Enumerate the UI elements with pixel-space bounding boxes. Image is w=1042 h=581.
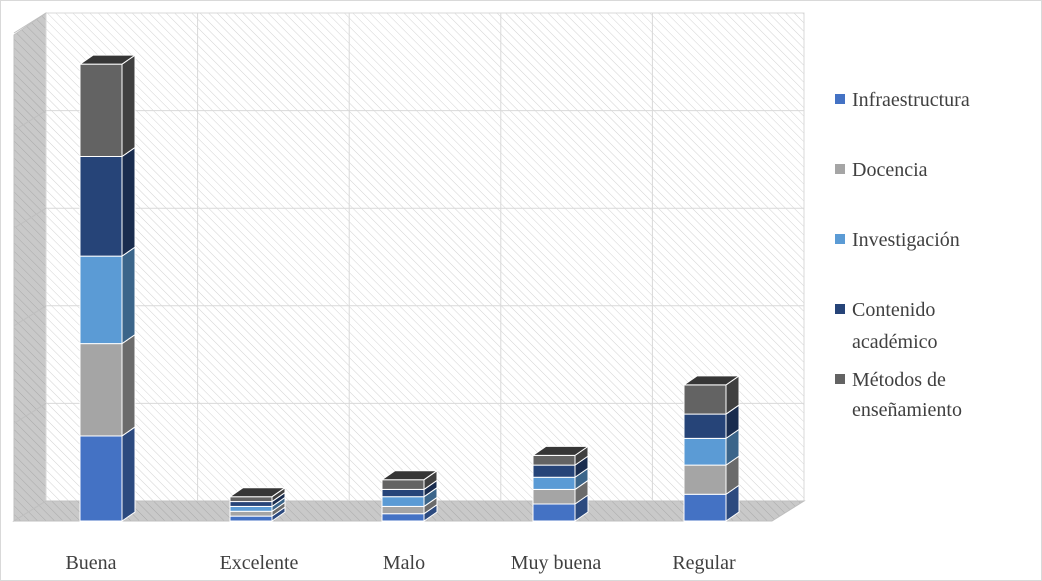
gridline-side xyxy=(13,12,47,34)
legend-swatch-contenido-academico xyxy=(835,304,845,314)
bar-segment-front xyxy=(229,501,273,507)
bar-segment-front xyxy=(79,435,123,522)
bar-segment-side xyxy=(121,425,136,522)
bar-segment-front xyxy=(683,413,727,439)
bar-segment-front xyxy=(229,515,273,522)
x-tick-label: Regular xyxy=(672,552,736,574)
gridline-side xyxy=(13,207,47,229)
gridlines xyxy=(13,12,804,501)
bar-top-cap xyxy=(78,54,137,65)
legend-label-metodos-de-ensenamiento: Métodos de enseñamiento xyxy=(852,369,962,421)
bar-segment-muy-buena-metodos-de-ensenamiento xyxy=(531,445,590,467)
bar-segment-malo-metodos-de-ensenamiento xyxy=(380,469,439,491)
bar-segment-front xyxy=(683,464,727,495)
bar-segment-front xyxy=(79,255,123,345)
legend-label-investigacion: Investigación xyxy=(852,229,960,251)
x-tick-label: Muy buena xyxy=(511,552,602,574)
bar-segment-front xyxy=(381,496,425,507)
legend-swatch-investigacion xyxy=(835,234,845,244)
bar-segment-front xyxy=(683,493,727,522)
legend-label-docencia: Docencia xyxy=(852,159,928,181)
gridline-side xyxy=(13,402,47,424)
bar-segment-muy-buena-docencia xyxy=(532,479,589,505)
bar-segment-front xyxy=(79,63,123,157)
bar-segment-buena-infraestructura xyxy=(79,425,136,522)
bar-segment-front xyxy=(683,384,727,415)
bar-segment-front xyxy=(532,488,576,505)
bar-segment-side xyxy=(121,246,136,345)
bar-segment-front xyxy=(229,510,273,517)
gridline-side xyxy=(13,305,47,327)
bar-segment-front xyxy=(532,454,576,466)
x-tick-label: Excelente xyxy=(220,552,299,574)
x-tick-label: Malo xyxy=(383,552,425,574)
legend-swatch-docencia xyxy=(835,164,845,174)
bar-segment-side xyxy=(121,54,136,158)
legend-label-infraestructura: Infraestructura xyxy=(852,89,970,111)
bar-segment-front xyxy=(683,437,727,466)
bar-segment-buena-investigacion xyxy=(79,246,136,345)
bar-segment-side xyxy=(121,146,136,258)
bar-segment-regular-investigacion xyxy=(683,428,740,467)
bar-segment-buena-contenido-academico xyxy=(79,146,136,258)
bar-top-cap xyxy=(228,487,287,498)
bar-segment-front xyxy=(532,503,576,522)
x-axis-labels: Buena Excelente Malo Muy buena Regular xyxy=(65,552,736,574)
bar-top-cap xyxy=(380,470,439,481)
bar-segment-buena-docencia xyxy=(79,333,136,437)
bar-segment-front xyxy=(381,505,425,515)
bar-segment-front xyxy=(381,513,425,522)
bar-segment-front xyxy=(229,496,273,503)
bar-segment-side xyxy=(121,333,136,437)
bar-segment-front xyxy=(381,479,425,490)
back-wall xyxy=(45,12,805,502)
legend-label-contenido-academico: Contenido académico xyxy=(852,299,940,353)
bars xyxy=(78,54,741,522)
gridline-side xyxy=(13,110,47,132)
bar-segment-front xyxy=(532,464,576,478)
bar-segment-regular-contenido-academico xyxy=(683,404,740,440)
bar-segment-front xyxy=(381,488,425,498)
bar-segment-front xyxy=(79,156,123,257)
x-tick-label: Buena xyxy=(65,552,116,574)
legend-swatch-infraestructura xyxy=(835,94,845,104)
bar-top-cap xyxy=(682,375,741,386)
bar-segment-excelente-metodos-de-ensenamiento xyxy=(228,486,287,503)
legend-swatch-metodos-de-ensenamiento xyxy=(835,374,845,384)
bar-segment-front xyxy=(229,505,273,512)
bar-segment-front xyxy=(79,343,123,437)
legend: Infraestructura Docencia Investigación C… xyxy=(835,89,970,421)
bar-top-cap xyxy=(531,445,590,456)
bar-segment-front xyxy=(532,476,576,490)
bar-segment-buena-metodos-de-ensenamiento xyxy=(78,54,137,158)
bar-segment-regular-metodos-de-ensenamiento xyxy=(682,374,741,416)
side-wall xyxy=(13,12,47,522)
